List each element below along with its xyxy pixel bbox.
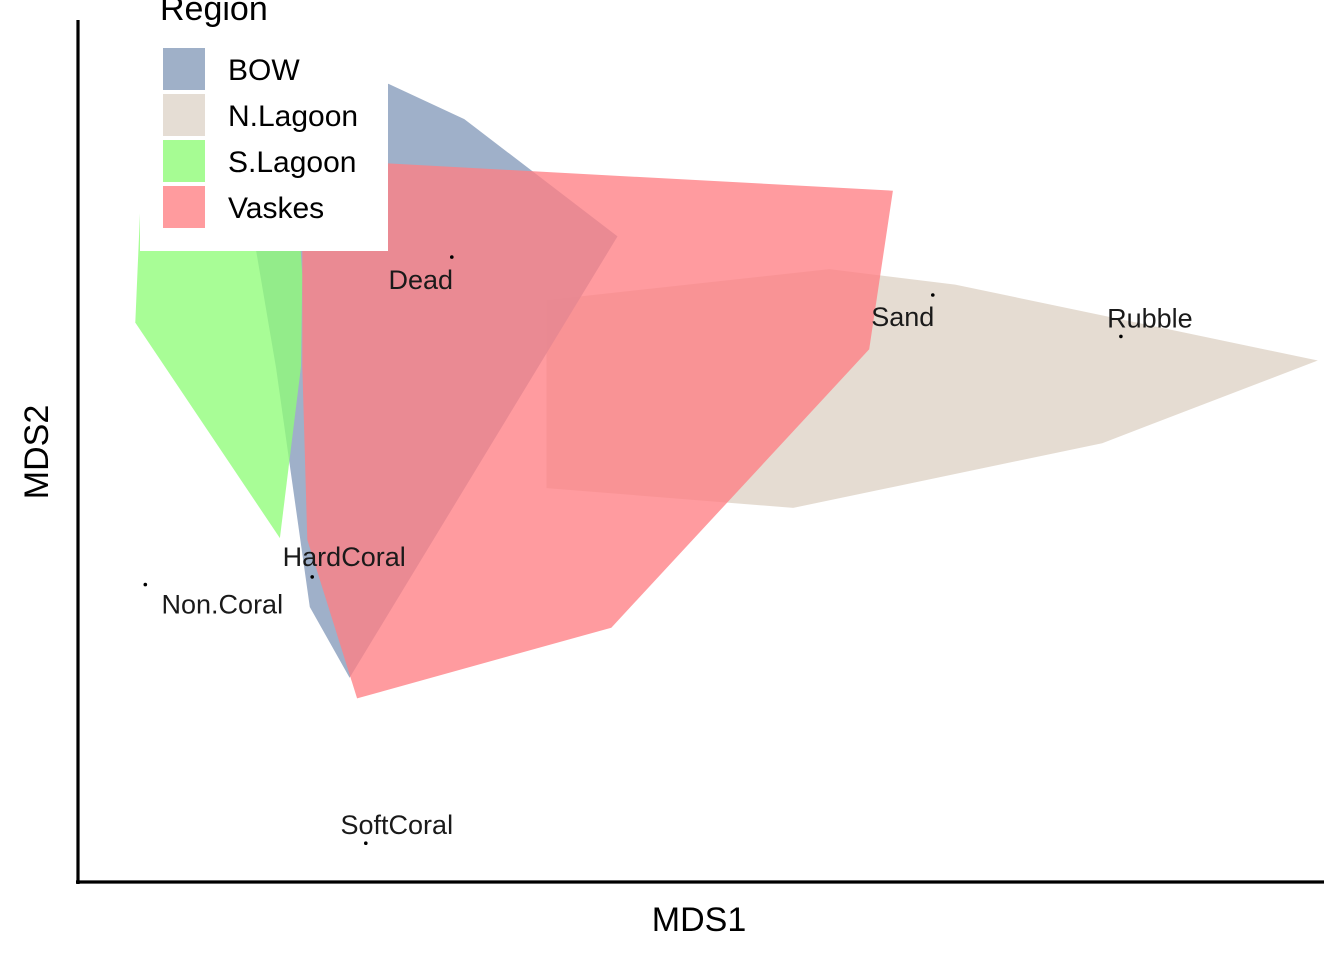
legend-swatch-bow [163,48,205,90]
legend-label-bow: BOW [228,54,300,87]
legend-title: Region [160,0,268,28]
point-label-sand: Sand [871,302,934,332]
hull-s-lagoon [135,177,303,539]
point-label-softcoral: SoftCoral [341,810,454,840]
legend-swatch-vaskes [163,186,205,228]
point-label-hardcoral: HardCoral [283,542,406,572]
legend-swatch-n-lagoon [163,94,205,136]
legend-entries: BOW N.Lagoon S.Lagoon Vaskes [163,48,358,228]
x-axis-title: MDS1 [652,901,746,939]
legend-label-s-lagoon: S.Lagoon [228,146,356,179]
point-label-layer: Dead Sand Rubble HardCoral Non.Coral SoftCora… [162,265,1193,840]
legend-swatch-s-lagoon [163,140,205,182]
point-dead [450,255,454,259]
point-layer [143,255,1123,845]
point-rubble [1119,334,1123,339]
legend: Region BOW N.Lagoon S.Lagoon Vaskes [140,0,388,251]
y-axis-title: MDS2 [18,405,56,499]
point-non-coral [143,582,148,587]
legend-label-vaskes: Vaskes [228,192,324,225]
point-softcoral [364,841,368,845]
point-label-dead: Dead [389,265,454,295]
hull-vaskes [302,158,893,699]
point-hardcoral [310,575,315,579]
point-label-rubble: Rubble [1107,303,1193,333]
legend-label-n-lagoon: N.Lagoon [228,100,358,133]
point-label-non-coral: Non.Coral [162,590,284,620]
point-sand [931,293,935,297]
